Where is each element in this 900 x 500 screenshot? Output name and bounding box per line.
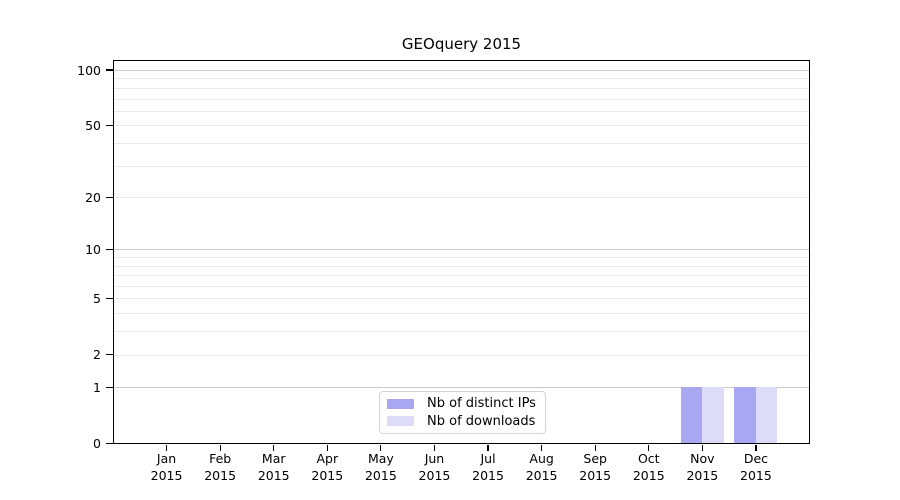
x-tick-label-nov: Nov 2015	[686, 451, 719, 483]
x-tick-label-mar: Mar 2015	[257, 451, 290, 483]
y-tick-mark	[106, 124, 113, 126]
bar-nov-downloads	[702, 387, 724, 444]
y-tick-label: 20	[85, 189, 101, 205]
minor-gridline	[113, 78, 810, 80]
x-tick-label-may: May 2015	[364, 451, 397, 483]
minor-gridline	[113, 98, 810, 100]
x-tick-mark	[219, 444, 221, 451]
y-tick-mark	[106, 386, 113, 388]
x-tick-mark	[433, 444, 436, 451]
y-tick-label: 10	[85, 241, 101, 257]
x-tick-mark	[541, 444, 543, 451]
y-tick-mark	[106, 248, 113, 251]
x-tick-label-oct: Oct 2015	[632, 451, 665, 483]
legend-label-distinct-ips: Nb of distinct IPs	[427, 396, 536, 412]
legend-swatch-distinct-ips-icon	[387, 399, 414, 409]
gridline-2	[113, 354, 810, 356]
y-tick-mark	[106, 353, 113, 356]
chart-title: GEOquery 2015	[401, 35, 522, 53]
y-tick-mark	[106, 297, 113, 300]
x-tick-mark	[755, 444, 757, 451]
gridline-100	[113, 70, 810, 71]
x-tick-mark	[594, 444, 596, 451]
minor-gridline	[113, 313, 810, 315]
x-tick-label-dec: Dec 2015	[740, 451, 772, 483]
x-tick-mark	[273, 444, 275, 451]
y-tick-label: 100	[77, 62, 101, 78]
x-tick-mark	[487, 444, 489, 451]
gridline-5	[113, 298, 810, 300]
y-tick-label: 1	[93, 379, 101, 395]
legend-item-distinct-ips: Nb of distinct IPs	[387, 396, 536, 411]
minor-gridline	[113, 275, 810, 277]
x-tick-label-sep: Sep 2015	[579, 451, 612, 483]
minor-gridline	[113, 257, 810, 259]
gridline-10	[113, 249, 810, 251]
minor-gridline	[113, 286, 810, 288]
x-tick-label-jun: Jun 2015	[418, 451, 451, 483]
y-tick-mark	[106, 69, 113, 71]
x-tick-mark	[165, 444, 168, 451]
minor-gridline	[113, 331, 810, 333]
x-tick-label-apr: Apr 2015	[311, 451, 344, 483]
legend-swatch-downloads-icon	[387, 416, 414, 426]
gridline-50	[113, 125, 810, 127]
y-tick-mark	[106, 442, 113, 445]
bar-dec-distinct-ips	[734, 387, 756, 444]
x-tick-label-jan: Jan 2015	[150, 451, 183, 483]
bar-nov-distinct-ips	[680, 387, 703, 444]
minor-gridline	[113, 110, 810, 112]
gridline-20	[113, 197, 810, 199]
x-tick-mark	[380, 444, 382, 451]
minor-gridline	[113, 265, 810, 267]
minor-gridline	[113, 87, 810, 89]
y-tick-label: 0	[93, 436, 101, 451]
x-tick-label-feb: Feb 2015	[204, 451, 237, 483]
x-tick-label-aug: Aug 2015	[525, 451, 558, 483]
x-tick-label-jul: Jul 2015	[472, 451, 504, 483]
legend: Nb of distinct IPs Nb of downloads	[379, 391, 546, 434]
gridline-1	[113, 387, 810, 389]
y-tick-label: 50	[85, 117, 101, 133]
y-tick-label: 2	[93, 347, 101, 363]
legend-label-downloads: Nb of downloads	[427, 413, 536, 429]
minor-gridline	[113, 165, 810, 167]
bar-dec-downloads	[755, 387, 778, 444]
x-tick-mark	[648, 444, 650, 451]
legend-item-downloads: Nb of downloads	[387, 414, 536, 429]
y-tick-label: 5	[93, 290, 101, 306]
minor-gridline	[113, 142, 810, 144]
x-tick-mark	[326, 444, 328, 451]
x-tick-mark	[701, 444, 703, 451]
plot-area	[113, 60, 810, 444]
y-tick-mark	[106, 196, 113, 198]
